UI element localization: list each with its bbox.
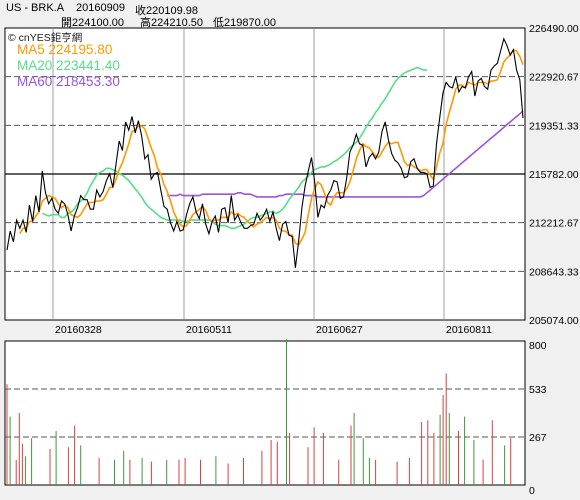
header-symbol: US - BRK.A [6, 2, 65, 14]
header-high: 高224210.50 [140, 17, 203, 29]
volume-tick-label: 533 [529, 384, 547, 396]
y-tick-label: 205074.00 [529, 315, 579, 327]
y-tick-label: 208643.33 [529, 266, 579, 278]
header-low: 低219870.00 [213, 17, 276, 29]
volume-tick-label: 800 [529, 340, 547, 352]
y-tick-label: 226490.00 [529, 23, 579, 35]
watermark: © cnYES鉅亨網 [8, 30, 82, 45]
x-tick-label: 20160511 [186, 324, 232, 336]
y-tick-label: 212212.67 [529, 218, 579, 230]
y-tick-label: 215782.00 [529, 169, 579, 181]
volume-tick-label: 267 [529, 432, 547, 444]
volume-plot-area [4, 340, 526, 486]
price-panel: 226490.00 222920.67 219351.33 215782.00 2122… [4, 23, 579, 336]
header-open: 開224100.00 [61, 17, 124, 29]
price-line [6, 37, 524, 268]
legend-ma20: MA20 223441.40 [17, 58, 120, 73]
header-date: 20160909 [76, 2, 125, 14]
legend-ma5: MA5 224195.80 [17, 42, 113, 57]
header-close: 收220109.98 [135, 5, 198, 17]
x-tick-label: 20160328 [55, 324, 102, 336]
y-tick-label: 219351.33 [529, 120, 579, 132]
watermark-text: cnYES鉅亨網 [18, 32, 83, 44]
x-tick-label: 20160811 [446, 324, 492, 336]
ma60-line [167, 110, 524, 198]
y-tick-label: 222920.67 [529, 72, 579, 84]
legend-ma60: MA60 218453.30 [17, 74, 120, 89]
copyright-icon: © [8, 32, 16, 44]
volume-panel: 800 533 267 0 [4, 339, 547, 497]
volume-tick-label: 0 [529, 485, 535, 497]
ma20-line [41, 66, 427, 230]
x-tick-label: 20160627 [316, 324, 363, 336]
